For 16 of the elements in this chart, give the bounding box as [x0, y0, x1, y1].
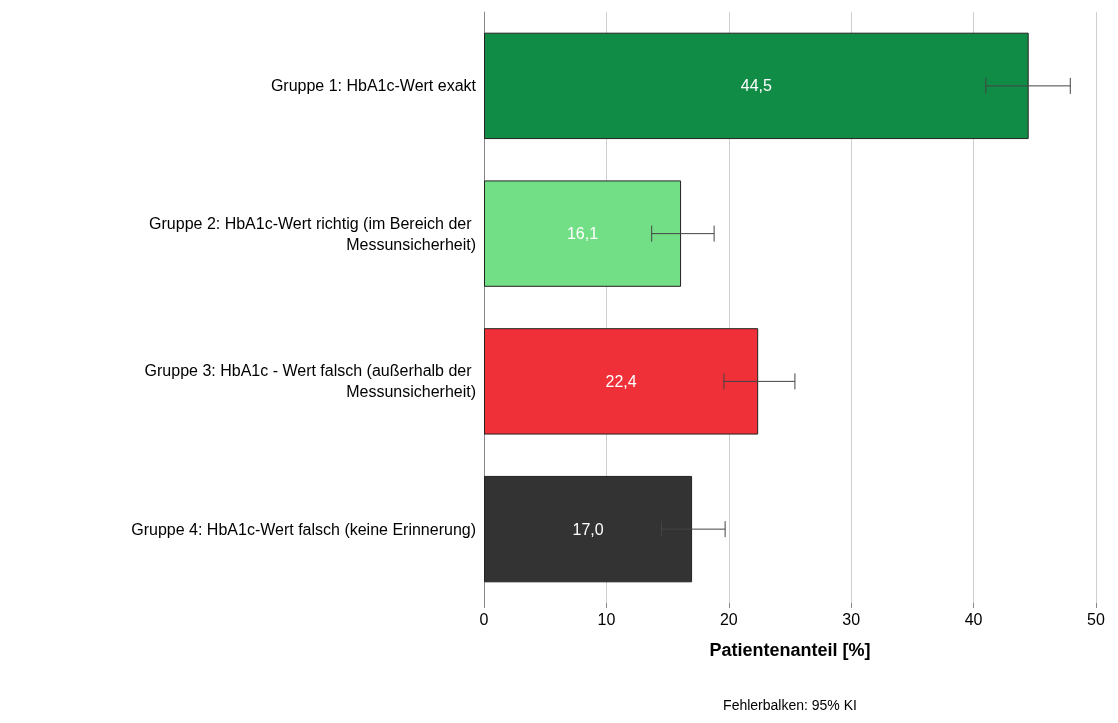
x-tick-label: 10 [597, 610, 616, 628]
x-axis-title: Patientenanteil [%] [709, 640, 871, 660]
y-tick-label: Gruppe 2: HbA1c-Wert richtig (im Bereich der Messunsicherheit) [149, 214, 476, 253]
text: Fehlerbalken: 95% KI [723, 697, 857, 713]
x-tick-label: 40 [964, 610, 983, 628]
x-tick-label: 20 [719, 610, 738, 628]
x-tick-label: 30 [842, 610, 861, 628]
y-tick-label: Gruppe 1: HbA1c-Wert exakt [270, 77, 477, 95]
data-label: 22,4 [605, 372, 637, 390]
y-tick-label: Gruppe 4: HbA1c-Wert falsch (keine Erinnerung) [131, 520, 476, 538]
x-tick-label: 0 [479, 610, 489, 628]
data-label: 16,1 [566, 225, 599, 243]
data-label: 44,5 [740, 77, 773, 95]
x-tick-label: 50 [1087, 610, 1105, 628]
y-tick-label: Gruppe 3: HbA1c - Wert falsch (außerhalb der Messunsicherheit) [144, 362, 476, 401]
data-label: 17,0 [572, 520, 604, 538]
